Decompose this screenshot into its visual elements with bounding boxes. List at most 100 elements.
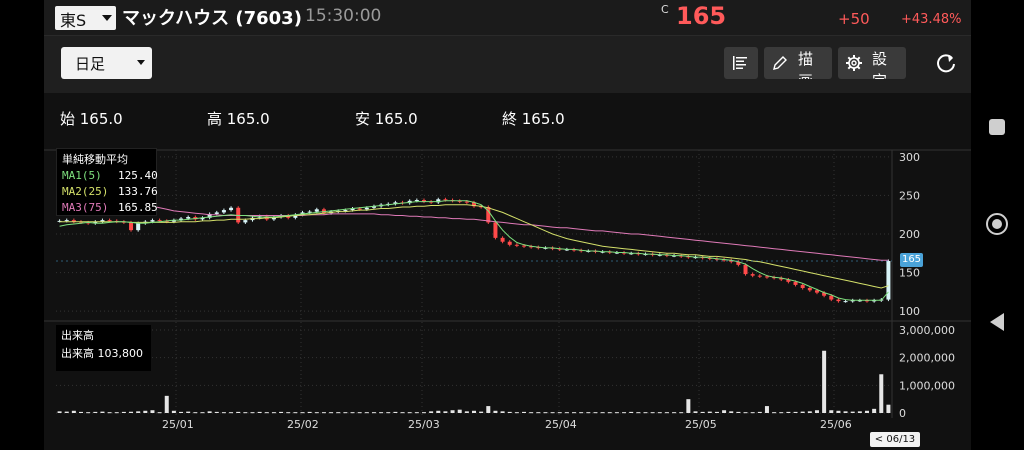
volume-bar [514,412,519,414]
volume-bar [843,411,848,413]
candle-body [429,201,434,203]
ohlc-open: 始 165.0 [60,110,123,128]
candle-body [572,249,577,251]
candle-body [129,222,134,231]
volume-bar [700,411,705,413]
volume-bar [214,411,219,413]
price-change: +50 [838,10,870,28]
price-tick-label: 250 [899,189,920,202]
price-chart: 300 250 200 150 100 3,000,000 2,000,000 1,000,0… [44,149,971,431]
candle-body [157,220,162,222]
indicator-button[interactable] [724,47,758,79]
candle-body [857,300,862,302]
candle-body [764,276,769,278]
period-select-label: 日足 [75,55,106,73]
volume-bar [136,411,141,413]
candle-body [864,300,869,302]
candle-body [93,221,98,224]
volume-bar [879,374,884,413]
volume-bar [714,411,719,413]
candle-body [64,220,69,222]
candle-body [829,295,834,300]
volume-bar [593,412,598,414]
candle-body [814,290,819,293]
settings-button-label: 設定 [872,50,888,79]
candle-body [536,247,541,249]
ohlc-close: 終 165.0 [502,110,565,128]
volume-bar [743,412,748,414]
candle-body [493,222,498,238]
candle-body [757,275,762,277]
volume-bar [757,411,762,413]
stock-header: 東S マックハウス (7603) 15:30:00 C 165 +50 +43.… [44,0,971,36]
volume-bar [257,411,262,413]
volume-bar [836,410,841,413]
bar-list-icon [733,56,747,70]
volume-bar [350,412,355,414]
candle-body [364,207,369,210]
volume-legend-value: 出来高 103,800 [61,347,143,360]
candle-body [243,220,248,223]
ma-legend-row: MA1(5) 125.40 [62,169,158,182]
last-price-tag: 165 [900,253,923,267]
candle-body [657,254,662,256]
volume-bar [707,411,712,413]
chart-panel[interactable]: 300 250 200 150 100 3,000,000 2,000,000 1,000,0… [44,93,971,450]
volume-bar [229,412,234,414]
ma-legend-label: MA2(25) [62,185,109,198]
candle-body [100,220,105,222]
market-select[interactable]: 東S [55,6,116,30]
volume-bar [643,412,648,414]
draw-button[interactable]: 描画 [764,47,832,79]
candle-body [514,244,519,246]
volume-bar [307,411,312,413]
ma-legend-title: 単純移動平均 [62,153,128,166]
volume-bar [207,411,212,413]
candle-body [171,220,176,222]
volume-bar [429,411,434,413]
volume-tick-label: 1,000,000 [899,379,955,392]
date-navigator[interactable]: < 06/13 > [870,432,920,450]
candle-body [614,252,619,254]
ma-legend-label: MA3(75) [62,201,109,214]
volume-bar [536,412,541,414]
gear-icon [846,55,862,71]
volume-bar [564,412,569,414]
volume-bar [807,411,812,413]
volume-bar [64,411,69,413]
ohlc-low: 安 165.0 [355,110,418,128]
candle-body [529,246,534,248]
volume-bar [236,411,241,413]
candle-body [343,210,348,212]
volume-bar [479,411,484,413]
volume-bar [336,412,341,414]
volume-bar [393,411,398,413]
home-button[interactable] [986,213,1008,235]
ohlc-high: 高 165.0 [207,110,270,128]
period-select[interactable]: 日足 [61,47,152,79]
settings-button[interactable]: 設定 [838,47,906,79]
recent-apps-button[interactable] [989,119,1005,135]
candle-body [57,220,62,222]
candle-body [179,218,184,221]
refresh-icon[interactable] [935,52,957,74]
volume-bar [157,412,162,414]
candle-body [886,261,891,300]
candle-body [664,254,669,256]
volume-bar [664,412,669,414]
app-window: 東S マックハウス (7603) 15:30:00 C 165 +50 +43.… [44,0,971,450]
volume-bar [271,412,276,414]
volume-bar [872,408,877,413]
price-tick-label: 300 [899,151,920,164]
candle-body [371,206,376,208]
volume-bar [300,412,305,414]
volume-bar [79,411,84,413]
volume-bar [886,404,891,413]
volume-bar [71,410,76,413]
back-button[interactable] [990,313,1004,331]
candle-body [421,200,426,202]
candle-body [600,251,605,253]
volume-bar [729,411,734,413]
chevron-down-icon [137,60,145,65]
candle-body [479,206,484,208]
